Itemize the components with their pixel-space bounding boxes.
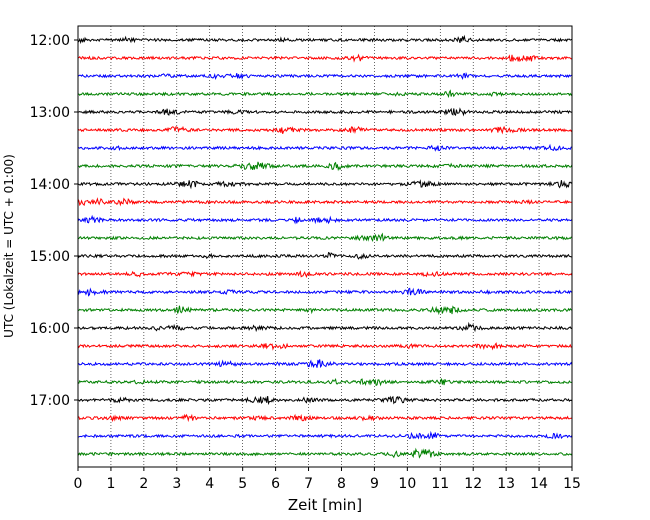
x-tick-label: 10 [398, 476, 416, 492]
trace-1445 [77, 232, 573, 242]
x-axis: 0 1 2 3 4 5 6 7 8 9 10 11 12 13 14 15 [74, 467, 581, 492]
trace-1645 [77, 377, 572, 387]
trace-group [77, 34, 573, 459]
y-tick-label: 14:00 [30, 177, 70, 193]
trace-1400 [77, 179, 573, 190]
x-tick-label: 11 [431, 476, 449, 492]
x-tick-label: 14 [530, 476, 548, 492]
trace-1700 [77, 395, 573, 406]
trace-1315 [77, 125, 573, 135]
x-tick-label: 8 [337, 476, 346, 492]
y-axis-label: UTC (Lokalzeit = UTC + 01:00) [2, 154, 16, 338]
trace-1545 [77, 305, 573, 316]
x-tick-label: 2 [139, 476, 148, 492]
x-tick-label: 0 [74, 476, 83, 492]
trace-1515 [77, 270, 573, 278]
trace-1345 [77, 161, 573, 172]
y-tick-label: 12:00 [30, 33, 70, 49]
trace-1730 [77, 430, 573, 440]
trace-1215 [77, 53, 573, 63]
trace-1500 [77, 251, 573, 260]
trace-1600 [77, 321, 573, 333]
y-tick-label: 16:00 [30, 321, 70, 337]
trace-1200 [77, 34, 573, 45]
trace-1300 [77, 107, 573, 117]
trace-1630 [77, 359, 573, 369]
trace-1530 [77, 287, 573, 297]
trace-1745 [77, 447, 573, 459]
trace-1715 [77, 413, 573, 423]
y-tick-label: 13:00 [30, 105, 70, 121]
x-tick-label: 9 [370, 476, 379, 492]
y-axis: 12:00 13:00 14:00 15:00 16:00 17:00 [30, 33, 78, 409]
plot-frame [77, 25, 573, 468]
x-tick-label: 6 [271, 476, 280, 492]
trace-1615 [77, 342, 573, 351]
trace-1430 [77, 214, 573, 225]
y-tick-label: 15:00 [30, 249, 70, 265]
x-tick-label: 12 [464, 476, 482, 492]
x-axis-label: Zeit [min] [288, 496, 362, 514]
x-tick-label: 7 [304, 476, 313, 492]
trace-1330 [77, 143, 573, 152]
x-tick-label: 3 [172, 476, 181, 492]
x-tick-label: 1 [106, 476, 115, 492]
x-tick-label: 4 [205, 476, 214, 492]
y-tick-label: 17:00 [30, 393, 70, 409]
x-tick-label: 15 [563, 476, 581, 492]
trace-1230 [77, 72, 573, 81]
x-tick-label: 13 [497, 476, 515, 492]
trace-1415 [77, 197, 573, 207]
trace-1245 [77, 89, 573, 99]
x-tick-label: 5 [238, 476, 247, 492]
